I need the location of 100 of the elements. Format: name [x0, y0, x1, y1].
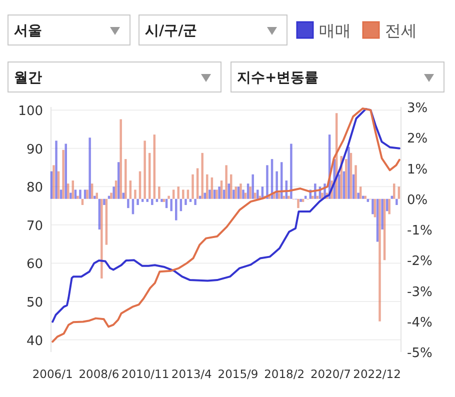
bar [151, 198, 154, 205]
bar [84, 190, 86, 199]
bar [206, 174, 208, 199]
bar [158, 186, 160, 199]
y2-tick-label: -1% [407, 224, 432, 238]
bar [79, 190, 82, 199]
bar [114, 180, 118, 199]
bar [120, 119, 122, 199]
bar [70, 192, 72, 199]
bar [136, 198, 139, 205]
y-tick-label: 50 [26, 295, 43, 310]
bar [354, 165, 357, 199]
bar [266, 165, 268, 199]
bar [348, 146, 350, 199]
bar [148, 152, 151, 199]
bar [376, 198, 379, 242]
x-tick-label: 2015/9 [218, 367, 258, 381]
bar [222, 190, 226, 199]
bar [90, 184, 94, 199]
bar [350, 152, 352, 199]
bar [388, 198, 390, 214]
bar [256, 190, 259, 199]
bar [282, 196, 285, 199]
bar [66, 184, 70, 199]
bar [129, 180, 132, 199]
bar [345, 159, 348, 199]
bar [234, 186, 238, 199]
bar [72, 180, 74, 199]
bar [144, 140, 146, 199]
bar [213, 190, 216, 199]
y-tick-label: 60 [26, 257, 43, 272]
x-tick-label: 2006/1 [32, 367, 73, 381]
bar [218, 186, 220, 199]
bar [249, 186, 252, 199]
bar [76, 196, 79, 199]
bar [210, 177, 214, 199]
bar [396, 198, 398, 205]
bar [184, 198, 187, 205]
bar [273, 192, 276, 199]
legend-label: 매매 [319, 21, 351, 40]
bar [168, 196, 170, 199]
bar [393, 184, 396, 199]
bar [172, 190, 175, 199]
bar [297, 198, 300, 208]
bar [194, 198, 196, 205]
bar [300, 198, 302, 202]
bar [182, 190, 184, 199]
bar [103, 198, 106, 205]
bar [100, 198, 103, 278]
bar [105, 198, 108, 245]
bar [175, 198, 178, 220]
bar [60, 190, 62, 199]
bar [228, 184, 230, 199]
legend-label: 전세 [385, 21, 417, 40]
bar [338, 174, 340, 199]
y2-tick-label: 1% [407, 162, 428, 178]
bar [86, 190, 88, 199]
bar [242, 190, 244, 199]
bar [374, 198, 376, 218]
bar [359, 186, 362, 199]
y2-tick-label: -2% [407, 254, 432, 270]
bar [88, 138, 91, 199]
bar [127, 198, 130, 208]
bar [62, 150, 64, 199]
y2-tick-label: 3% [407, 101, 428, 116]
bar [112, 186, 115, 199]
y2-tick-label: 0% [407, 192, 428, 208]
bar [208, 190, 211, 199]
bar [96, 192, 98, 199]
y-tick-label: 80 [26, 180, 43, 196]
bar [192, 174, 194, 199]
y2-tick-label: 2% [407, 132, 428, 147]
bar [246, 184, 250, 199]
bar [124, 159, 127, 199]
x-tick-label: 2020/7 [310, 367, 351, 381]
bar [117, 162, 120, 199]
bar [201, 152, 204, 199]
y2-tick-label: -3% [407, 284, 432, 300]
bar [74, 190, 77, 199]
bar [55, 140, 58, 199]
y-tick-label: 100 [18, 104, 43, 120]
bar [186, 190, 190, 199]
bar [170, 198, 172, 212]
bar [378, 198, 381, 322]
y2-tick-label: -4% [407, 315, 432, 330]
y-tick-label: 70 [26, 218, 43, 234]
bar [52, 165, 55, 199]
y-tick-label: 40 [26, 334, 43, 349]
bar [372, 198, 374, 214]
bar [220, 180, 223, 199]
x-tick-label: 2010/11 [121, 367, 170, 381]
bar [216, 190, 218, 199]
bar [276, 171, 278, 199]
y2-tick-label: -5% [407, 346, 432, 361]
bar [110, 192, 112, 199]
bar [288, 196, 290, 199]
x-tick-label: 2013/4 [171, 367, 212, 381]
bar [252, 174, 254, 199]
bar [160, 198, 163, 202]
y-tick-label: 90 [26, 142, 43, 158]
